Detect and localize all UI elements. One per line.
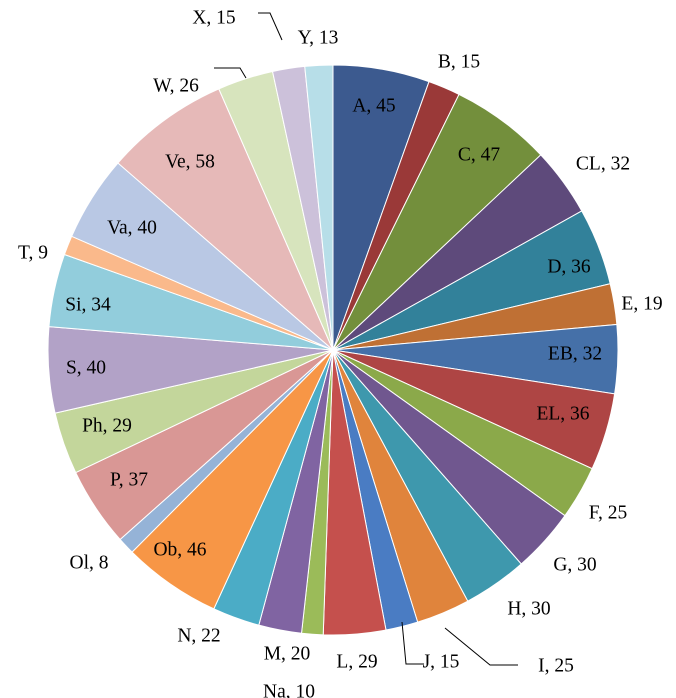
data-label-b: B, 15 [438,52,480,73]
data-label-x: X, 15 [192,8,235,29]
leader-line-j [401,621,424,665]
data-label-eb: EB, 32 [548,344,602,365]
data-labels: A, 45 B, 15 C, 47 CL, 32 D, 36 E, 19 EB, 32 EL,… [18,8,663,698]
data-label-c: C, 47 [458,145,501,166]
data-label-f: F, 25 [589,503,628,524]
pie-slice-y [304,64,334,351]
data-label-cl: CL, 32 [576,154,630,175]
leader-lines [214,12,518,666]
data-label-m: M, 20 [264,644,311,665]
data-label-va: Va, 40 [107,218,157,239]
pie-slice-ve [117,88,334,351]
data-label-p: P, 37 [110,470,148,491]
data-label-ob: Ob, 46 [153,540,206,561]
data-label-y: Y, 13 [298,28,339,49]
data-label-e: E, 19 [621,294,662,315]
data-label-ve: Ve, 58 [165,152,215,173]
data-label-i: I, 25 [538,656,574,677]
leader-line-w [214,67,247,79]
data-label-g: G, 30 [553,555,596,576]
data-label-ph: Ph, 29 [82,416,132,437]
data-label-l: L, 29 [336,652,377,673]
data-label-j: J, 15 [423,652,460,673]
data-label-d: D, 36 [547,257,591,278]
data-label-el: EL, 36 [536,404,589,425]
data-label-t: T, 9 [18,243,48,264]
pie-slices [47,64,619,636]
data-label-na: Na, 10 [263,682,315,698]
leader-line-x [258,12,283,41]
data-label-a: A, 45 [352,96,395,117]
data-label-w: W, 26 [153,76,199,97]
leader-line-i [444,627,518,666]
data-label-s: S, 40 [66,358,106,379]
data-label-ol: Ol, 8 [70,553,109,574]
data-label-n: N, 22 [177,626,220,647]
data-label-si: Si, 34 [65,295,111,316]
data-label-h: H, 30 [507,599,550,620]
